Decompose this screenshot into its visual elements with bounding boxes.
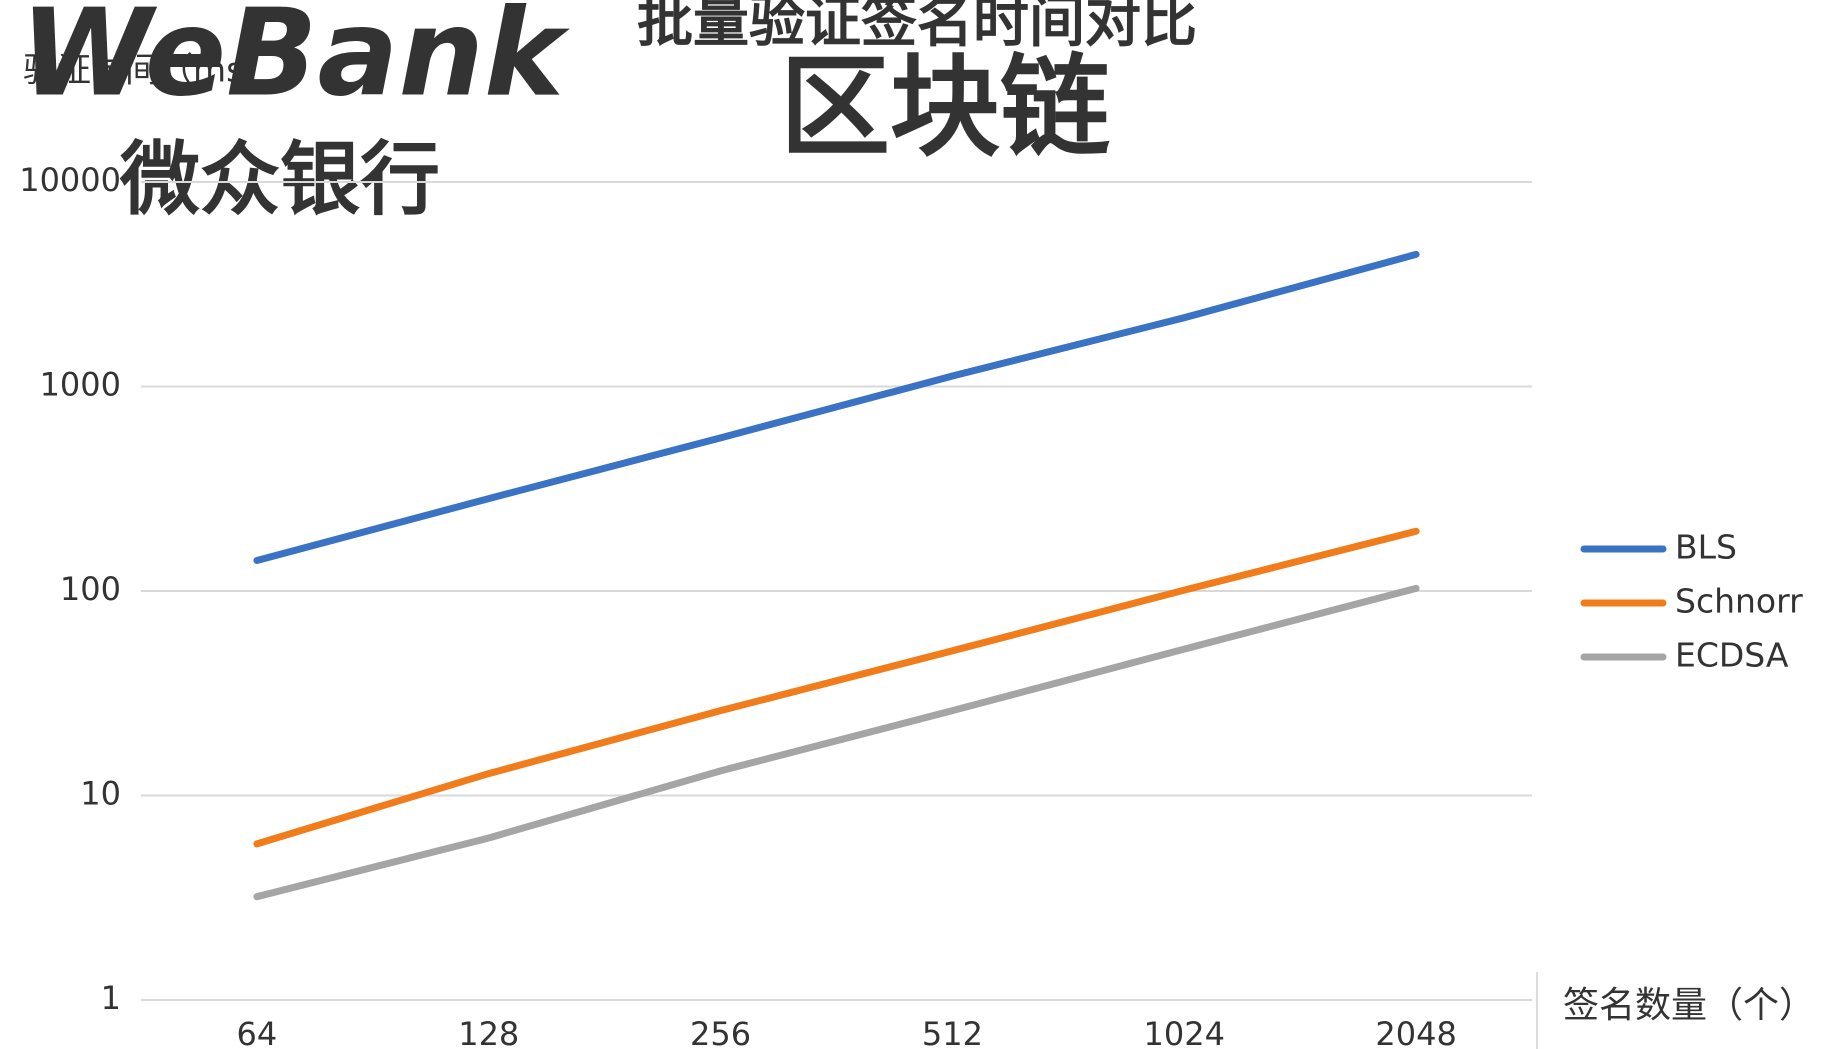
series-line bbox=[253, 584, 1420, 901]
legend-label: BLS bbox=[1675, 528, 1737, 567]
x-tick-label: 64 bbox=[237, 1015, 278, 1049]
chart-title: 批量验证签名时间对比 bbox=[637, 0, 1197, 55]
y-tick-label: 10000 bbox=[19, 161, 121, 199]
y-tick-label: 1 bbox=[101, 979, 121, 1017]
watermark-text: WeBank bbox=[20, 0, 570, 124]
y-tick-label: 10 bbox=[80, 775, 121, 813]
y-tick-label: 1000 bbox=[40, 366, 121, 404]
x-tick-label: 512 bbox=[922, 1015, 983, 1049]
watermark: WeBank 区块链 微众银行 bbox=[20, 0, 1110, 226]
x-tick-label: 256 bbox=[690, 1015, 751, 1049]
legend-label: ECDSA bbox=[1675, 636, 1789, 675]
y-axis-label: 验证时间（ms） bbox=[23, 51, 278, 91]
legend-label: Schnorr bbox=[1675, 582, 1803, 621]
series-line bbox=[253, 250, 1420, 564]
x-tick-label: 128 bbox=[458, 1015, 519, 1049]
x-tick-label: 2048 bbox=[1375, 1015, 1456, 1049]
y-tick-label: 100 bbox=[60, 570, 121, 608]
watermark-text: 区块链 bbox=[780, 43, 1110, 171]
x-tick-label: 1024 bbox=[1144, 1015, 1225, 1049]
x-axis-label: 签名数量（个） bbox=[1563, 985, 1815, 1026]
watermark-text: 微众银行 bbox=[119, 133, 440, 226]
series-line bbox=[253, 527, 1420, 848]
